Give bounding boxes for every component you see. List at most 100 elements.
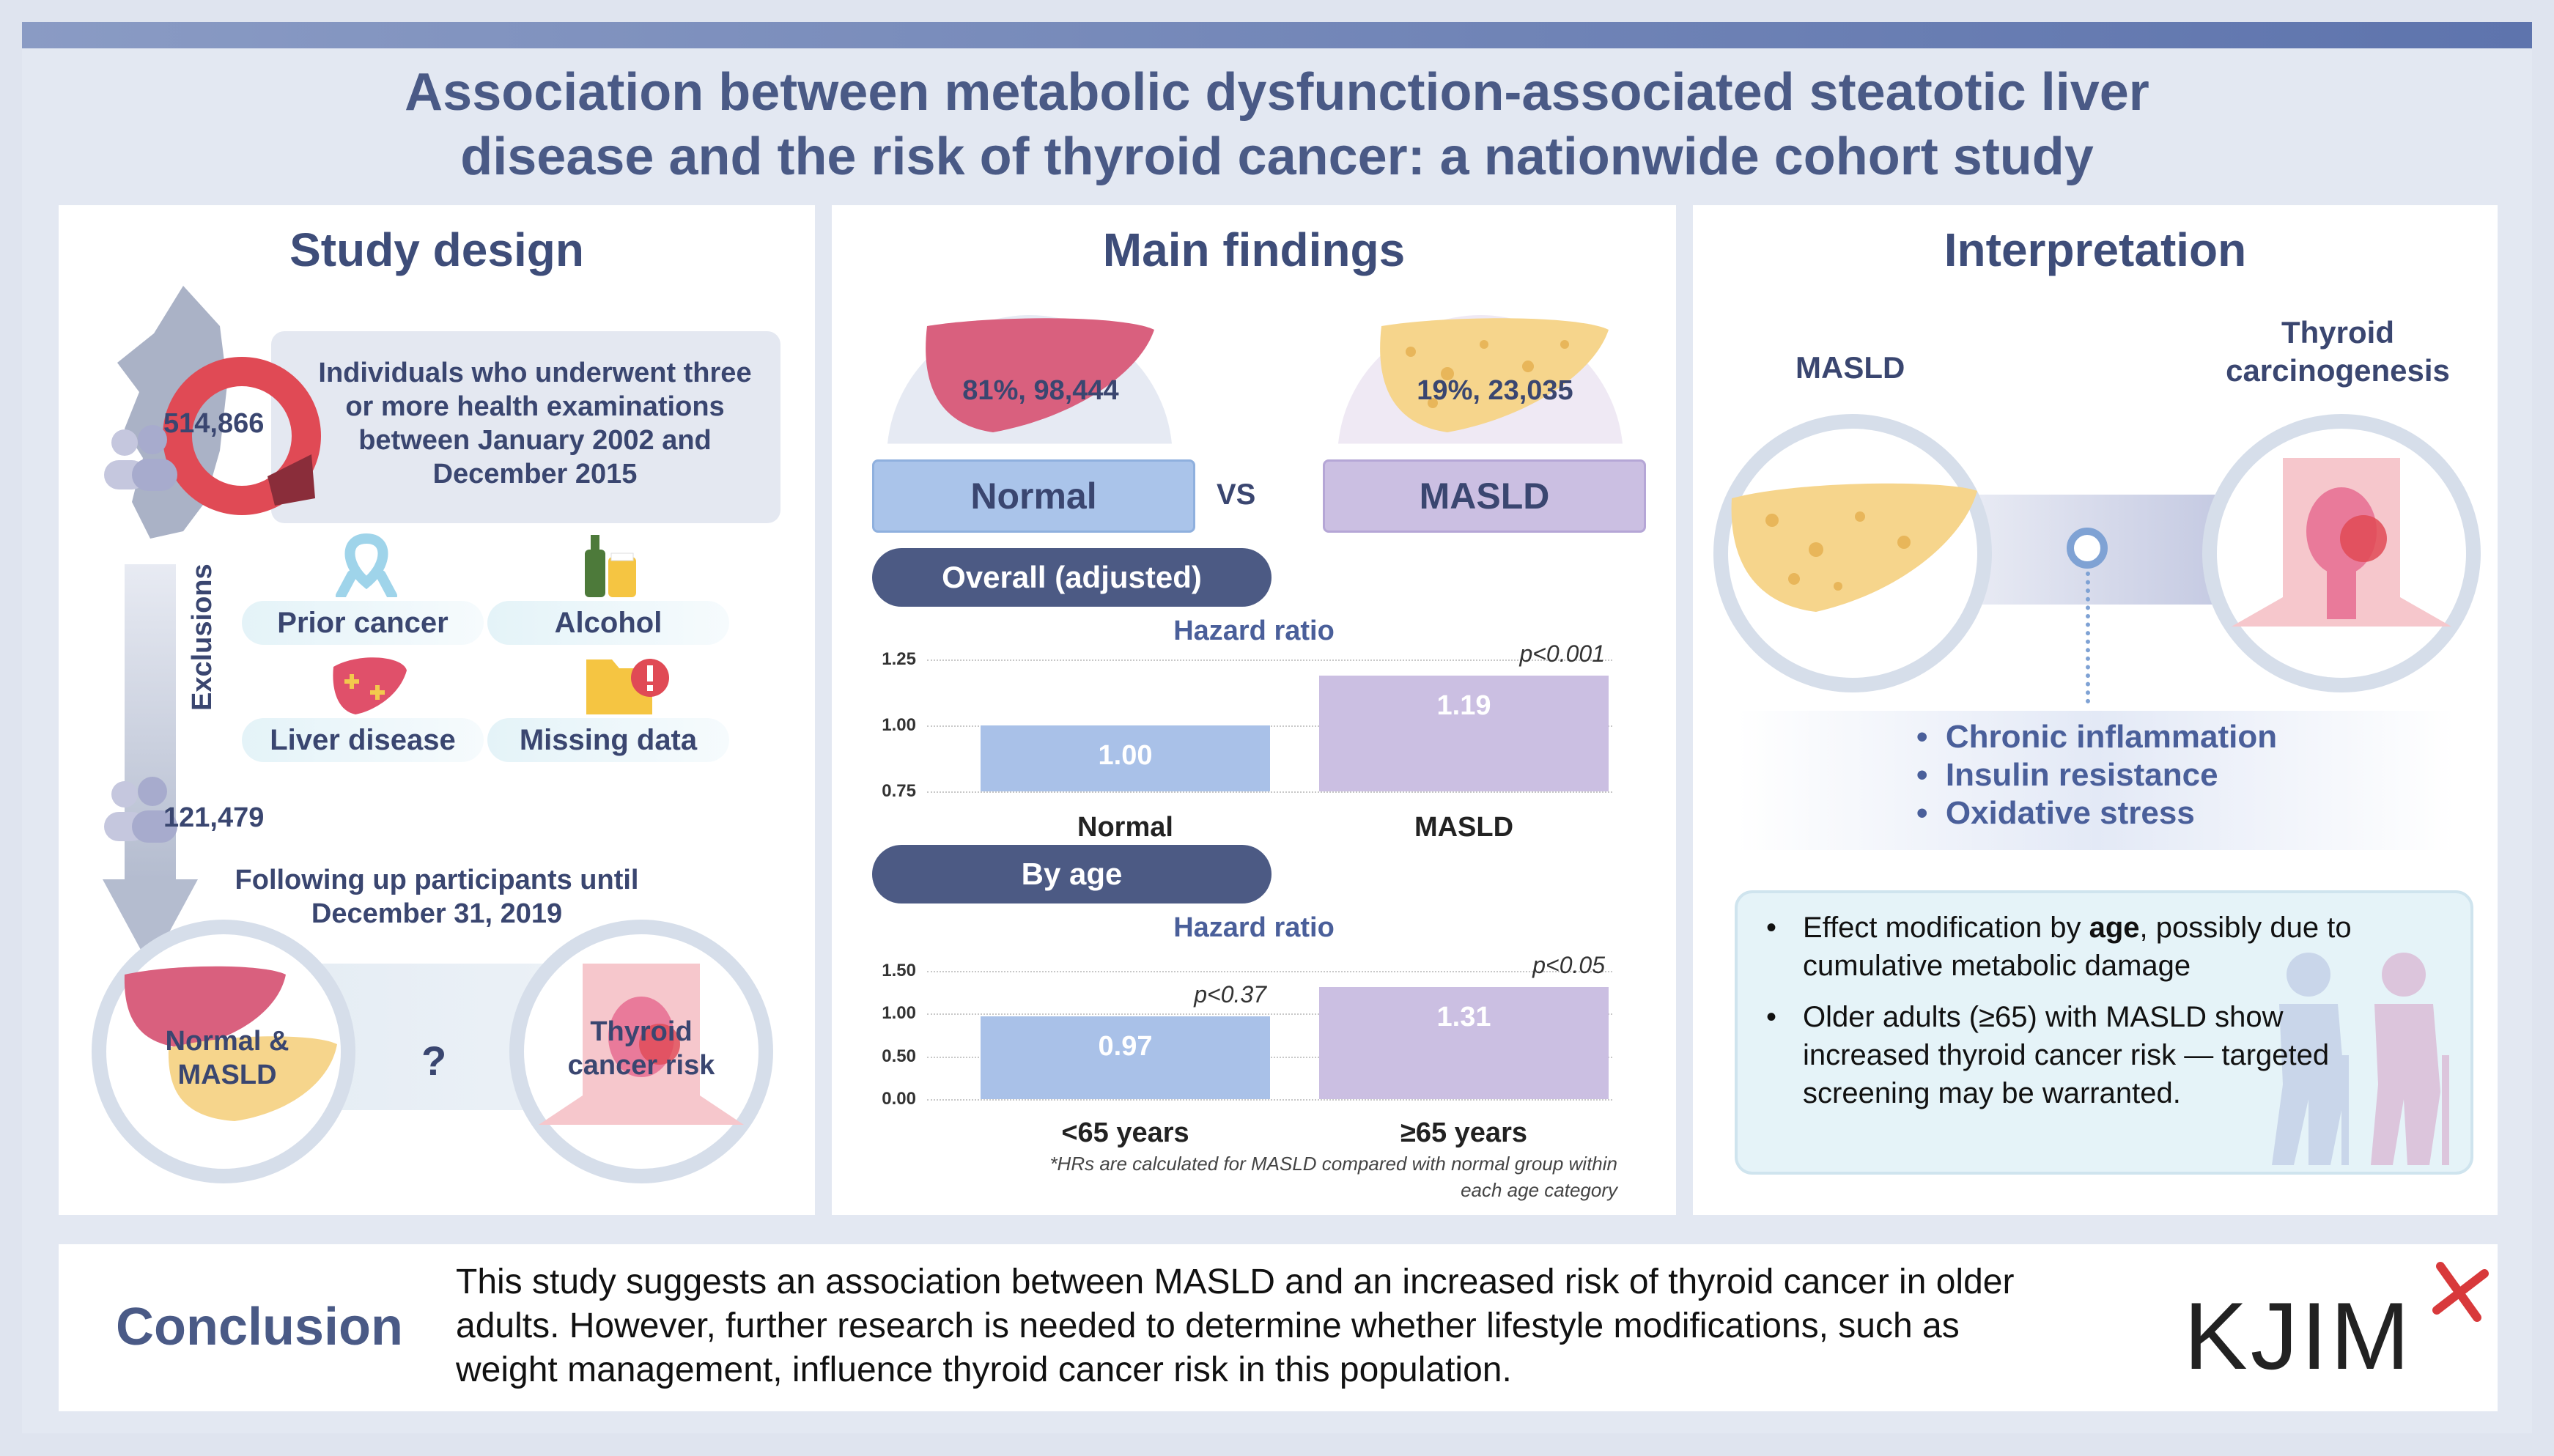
effect-line-1: Effect modification by age, possibly due… <box>1803 909 2352 947</box>
x-category-label: ≥65 years <box>1400 1117 1527 1148</box>
exclusions-label: Exclusions <box>187 563 218 711</box>
gridline <box>927 1099 1612 1101</box>
group-label: Normal & MASLD <box>139 1024 315 1092</box>
bar: 0.97 <box>981 1016 1270 1099</box>
main-findings-panel: Main findings 81%, 98,444 19%, 23,035 No… <box>832 205 1676 1215</box>
interpretation-panel: Interpretation MASLD Thyroid carcinogene… <box>1693 205 2498 1215</box>
study-design-panel: Study design Individuals who underwent t… <box>59 205 815 1215</box>
kjim-logo: KJIM <box>2184 1282 2413 1389</box>
effect-text-post: , possibly due to <box>2139 912 2352 944</box>
by-age-pill: By age <box>872 845 1272 903</box>
conclusion-line: This study suggests an association betwe… <box>456 1263 2015 1301</box>
gridline <box>927 1013 1612 1016</box>
study-design-heading: Study design <box>289 223 584 276</box>
footnote-line: each age category <box>1461 1179 1617 1201</box>
older-line-1: Older adults (≥65) with MASLD show <box>1803 1001 2284 1033</box>
overall-chart-title: Hazard ratio <box>1173 616 1335 646</box>
older-line-2: increased thyroid cancer risk — targeted <box>1803 1039 2330 1071</box>
bar-value-label: 1.19 <box>1436 690 1491 721</box>
footnote: *HRs are calculated for MASLD compared w… <box>832 1150 1617 1203</box>
interpretation-heading: Interpretation <box>1944 223 2247 276</box>
y-tick-label: 0.00 <box>882 1089 916 1109</box>
overall-adjusted-pill: Overall (adjusted) <box>872 548 1272 607</box>
y-tick-label: 0.50 <box>882 1046 916 1066</box>
mechanisms-list: • Chronic inflammation • Insulin resista… <box>1916 718 2277 832</box>
mechanism-item: • Oxidative stress <box>1916 795 2195 831</box>
effect-text-bold: age <box>2089 912 2140 944</box>
exclusion-missing-data: Missing data <box>487 718 729 762</box>
conclusion-text: This study suggests an association betwe… <box>456 1260 2014 1392</box>
elderly-couple-icon <box>2272 953 2449 1165</box>
footnote-line: *HRs are calculated for MASLD compared w… <box>1049 1153 1617 1175</box>
conclusion-line: weight management, influence thyroid can… <box>456 1350 1512 1389</box>
gridline <box>927 659 1612 661</box>
bar: 1.00 <box>981 725 1270 791</box>
conclusion-line: adults. However, further research is nee… <box>456 1307 1960 1345</box>
y-tick-label: 1.25 <box>882 649 916 669</box>
exclusion-liver-disease: Liver disease <box>242 718 484 762</box>
group-label-line: MASLD <box>177 1060 277 1090</box>
inclusion-text: Individuals who underwent three or more … <box>300 356 769 491</box>
liver-pair-icon <box>124 966 337 1121</box>
bar: 1.19 <box>1319 675 1609 791</box>
inclusion-line: or more health examinations <box>345 391 725 422</box>
y-tick-label: 1.00 <box>882 1003 916 1024</box>
followup-line: December 31, 2019 <box>311 898 563 929</box>
bar-value-label: 1.00 <box>1098 740 1153 771</box>
inclusion-line: December 2015 <box>432 459 638 489</box>
normal-liver-icon <box>926 318 1154 432</box>
older-bullet-body: Older adults (≥65) with MASLD show incre… <box>1803 998 2329 1112</box>
title-line-1: Association between metabolic dysfunctio… <box>405 63 2149 122</box>
mechanism-item: • Chronic inflammation <box>1916 719 2278 755</box>
gridline <box>927 971 1612 972</box>
effect-bullet: • Effect modification by age, possibly d… <box>1766 909 2426 985</box>
initial-count: 514,866 <box>163 408 265 439</box>
p-value-label: p<0.05 <box>1532 952 1605 979</box>
age-chart-title: Hazard ratio <box>1173 912 1335 943</box>
followup-line: Following up participants until <box>235 865 639 895</box>
mechanism-text: Oxidative stress <box>1945 795 2195 831</box>
thyroid-carcinogenesis-icon <box>2232 458 2451 627</box>
main-findings-heading: Main findings <box>1102 223 1406 276</box>
p-value-label: p<0.37 <box>1194 980 1266 1008</box>
people-icon <box>104 777 177 843</box>
missing-data-icon <box>586 659 669 714</box>
age-hazard-ratio-chart: 0.00 0.50 1.00 1.50 0.97 p<0.37 <65 years 1.31 p… <box>872 945 1642 1165</box>
x-category-label: Normal <box>1077 812 1173 843</box>
exclusion-alcohol: Alcohol <box>487 601 729 645</box>
logo-cross-icon <box>2432 1262 2489 1322</box>
bar-value-label: 0.97 <box>1098 1030 1153 1062</box>
carcinogenesis-label-line: Thyroid <box>2281 315 2394 350</box>
masld-group-label: MASLD <box>1323 459 1646 533</box>
fatty-liver-icon <box>1731 483 1977 612</box>
ribbon-icon <box>336 533 397 597</box>
bullet-dot: • <box>1766 912 1777 944</box>
effect-modification-text: • Effect modification by age, possibly d… <box>1766 909 2426 1112</box>
bullet-dot: • <box>1766 1001 1777 1033</box>
effect-text-pre: Effect modification by <box>1803 912 2089 944</box>
inclusion-box: Individuals who underwent three or more … <box>271 331 780 523</box>
mechanisms-band <box>1737 711 2455 850</box>
outcome-label: Thyroid cancer risk <box>542 1015 740 1082</box>
p-value-label: p<0.001 <box>1519 640 1605 667</box>
mechanism-item: • Insulin resistance <box>1916 757 2218 793</box>
conclusion-panel: Conclusion This study suggests an associ… <box>59 1244 2498 1411</box>
outcome-label-line: Thyroid <box>590 1016 693 1047</box>
mechanism-node-icon <box>2067 528 2108 569</box>
inclusion-line: between January 2002 and <box>358 425 712 456</box>
effect-modification-box <box>1735 890 2473 1175</box>
people-icon <box>104 425 177 491</box>
thyroid-neck-icon <box>539 964 744 1125</box>
alcohol-icon <box>585 535 636 597</box>
vs-label: VS <box>1217 478 1256 511</box>
mechanism-text: Insulin resistance <box>1945 757 2218 793</box>
location-ring-icon <box>163 357 321 515</box>
inclusion-line: Individuals who underwent three <box>318 358 752 388</box>
group-label-line: Normal & <box>165 1026 289 1057</box>
overall-hazard-ratio-chart: 0.75 1.00 1.25 1.00 Normal 1.19 p<0.001 MASLD <box>872 640 1642 1011</box>
followup-text: Following up participants until December… <box>59 863 815 931</box>
bar-value-label: 1.31 <box>1436 1002 1491 1033</box>
x-category-label: MASLD <box>1414 812 1514 843</box>
question-mark: ? <box>421 1038 447 1084</box>
normal-proportion: 81%, 98,444 <box>962 375 1119 406</box>
